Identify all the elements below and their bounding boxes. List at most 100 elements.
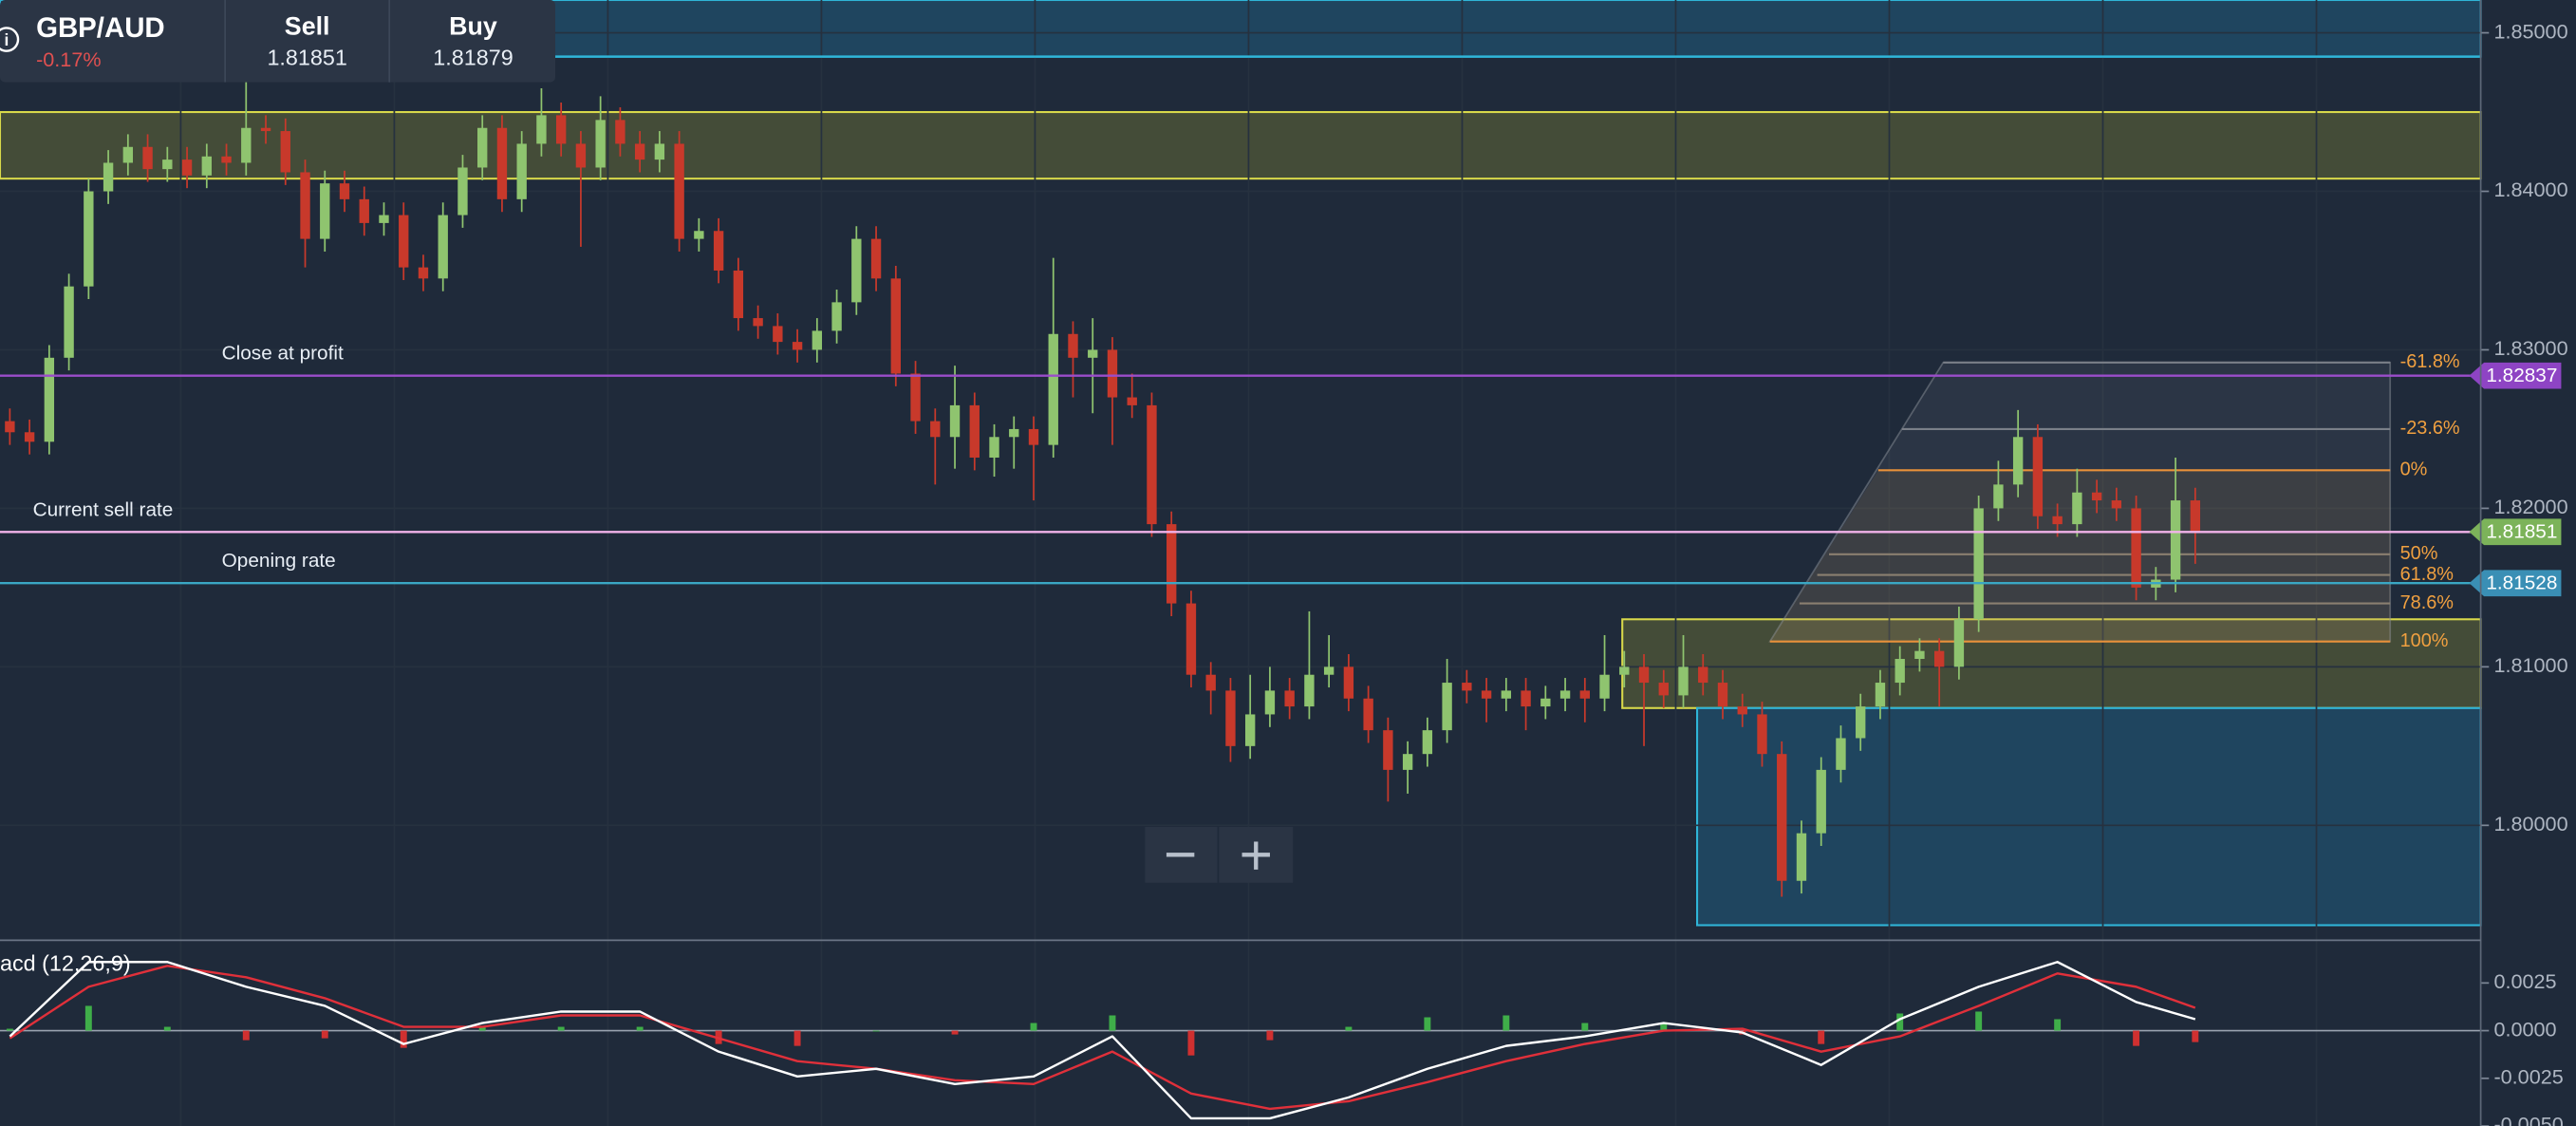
macd-histogram-bar xyxy=(163,1026,171,1031)
macd-histogram-bar xyxy=(1266,1030,1274,1041)
candle-body xyxy=(1521,690,1531,707)
buy-label[interactable]: Buy xyxy=(449,12,497,41)
candle-body xyxy=(1304,674,1315,707)
candle-body xyxy=(969,404,980,458)
candle-body xyxy=(1147,404,1157,525)
candle-body xyxy=(536,115,547,144)
candle-body xyxy=(1698,666,1708,684)
price-tag-label: 1.81528 xyxy=(2486,572,2557,594)
candle-body xyxy=(280,131,290,173)
candle-body xyxy=(1481,690,1492,699)
price-tag-label: 1.81851 xyxy=(2486,521,2557,543)
candle-body xyxy=(2052,516,2063,525)
candle-body xyxy=(1264,690,1276,715)
candle-body xyxy=(418,267,429,279)
candle-body xyxy=(221,156,232,163)
instrument-header: i GBP/AUD -0.17% Sell 1.81851 Buy 1.8187… xyxy=(0,0,556,83)
candle-body xyxy=(1737,706,1747,715)
candle-body xyxy=(359,198,369,223)
candle-body xyxy=(1579,690,1590,699)
y-tick-label: 0.0025 xyxy=(2493,969,2556,993)
candle-body xyxy=(1559,690,1571,699)
macd-histogram-bar xyxy=(1975,1011,1983,1031)
candle-body xyxy=(1323,666,1335,675)
candle-body xyxy=(1638,666,1650,684)
candle-body xyxy=(949,404,961,438)
sell-price[interactable]: 1.81851 xyxy=(267,45,346,69)
zone xyxy=(1621,618,2482,709)
candle-body xyxy=(831,302,842,331)
candle-body xyxy=(930,421,941,438)
levels: Close at profit 1.82837 Current sell rate 1… xyxy=(0,55,2562,597)
zone xyxy=(1696,706,2482,927)
macd-histogram-bar xyxy=(1818,1030,1825,1044)
fib-label: 50% xyxy=(2400,543,2438,564)
candle-body xyxy=(1599,674,1610,699)
macd-histogram-bar xyxy=(951,1030,959,1035)
level-label: Opening rate xyxy=(222,550,336,572)
candle-body xyxy=(260,127,271,132)
buy-price[interactable]: 1.81879 xyxy=(433,45,513,69)
zoom-controls xyxy=(1145,826,1294,883)
candle-body xyxy=(1225,690,1236,746)
macd-histogram-bar xyxy=(2192,1030,2199,1042)
candle-body xyxy=(792,342,803,350)
candle-body xyxy=(1343,666,1354,699)
candle-body xyxy=(1895,659,1905,684)
y-tick-label: 1.80000 xyxy=(2493,812,2567,835)
macd-histogram-bar xyxy=(2133,1030,2140,1046)
price-tag xyxy=(2469,570,2562,597)
candle-body xyxy=(5,421,15,433)
candle-body xyxy=(457,167,468,216)
candles xyxy=(5,25,2201,897)
candle-body xyxy=(1973,508,1984,620)
macd-histogram-bar xyxy=(1660,1023,1668,1031)
candle-body xyxy=(1009,428,1019,438)
macd-histogram-bar xyxy=(557,1026,565,1031)
macd-histogram-bar xyxy=(1503,1015,1510,1031)
candle-body xyxy=(1914,650,1925,660)
candle-body xyxy=(634,143,645,160)
macd-histogram-bar xyxy=(1030,1023,1037,1031)
macd-histogram-bar xyxy=(793,1030,801,1046)
macd-histogram-bar xyxy=(478,1026,486,1031)
y-tick-label: 1.85000 xyxy=(2493,19,2567,43)
candle-body xyxy=(1068,333,1078,358)
candle-body xyxy=(320,183,330,239)
candle-body xyxy=(379,215,389,223)
candle-body xyxy=(812,330,823,350)
macd-histogram-bar xyxy=(1187,1030,1195,1056)
candle-body xyxy=(1619,666,1630,675)
fib-label: 100% xyxy=(2400,630,2449,651)
candle-body xyxy=(2091,492,2102,501)
candle-body xyxy=(2190,500,2201,533)
macd-histogram-bar xyxy=(6,1028,13,1031)
sell-label[interactable]: Sell xyxy=(285,12,330,41)
candle-body xyxy=(162,160,173,170)
candle-body xyxy=(1422,730,1433,755)
zone xyxy=(0,110,2482,180)
candle-body xyxy=(103,162,114,192)
candle-body xyxy=(1185,603,1197,675)
candle-body xyxy=(1757,714,1767,755)
candle-body xyxy=(713,231,724,271)
candle-body xyxy=(1028,428,1039,445)
candle-body xyxy=(477,127,488,168)
info-icon[interactable] xyxy=(0,27,20,52)
candle-body xyxy=(1127,397,1137,405)
candle-body xyxy=(438,215,448,279)
candle-body xyxy=(694,231,704,239)
candle-body xyxy=(1540,698,1551,707)
candle-body xyxy=(1244,714,1256,746)
candle-body xyxy=(910,373,921,422)
candle-body xyxy=(1363,698,1373,731)
candle-body xyxy=(1777,754,1787,881)
candle-body xyxy=(516,143,527,199)
fib-label: 0% xyxy=(2400,460,2428,480)
candle-body xyxy=(1088,349,1098,358)
macd-histogram-bar xyxy=(242,1030,250,1041)
candle-body xyxy=(2170,500,2181,580)
candle-body xyxy=(142,146,153,170)
